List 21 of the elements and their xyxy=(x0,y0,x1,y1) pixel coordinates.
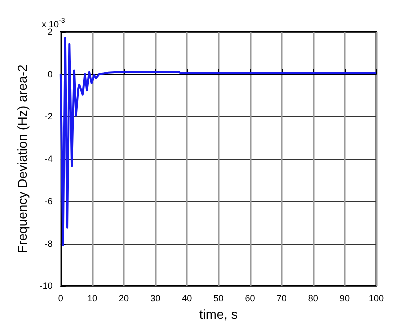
x-tick-label: 20 xyxy=(119,294,130,304)
y-tick-label: -8 xyxy=(44,238,53,249)
x-tick-label: 0 xyxy=(58,294,64,304)
x-tick-label: 70 xyxy=(276,294,287,304)
y-tick-label: -6 xyxy=(44,196,53,206)
x-tick-label: 80 xyxy=(308,294,318,304)
line-series xyxy=(60,37,378,247)
y-tick-label: -4 xyxy=(44,154,53,164)
x-tick-label: 30 xyxy=(150,294,161,304)
y-tick-label: 0 xyxy=(48,69,53,80)
x-tick-label: 100 xyxy=(368,294,384,304)
x-tick-label: 40 xyxy=(182,294,192,304)
x-tick-label: 10 xyxy=(87,294,98,304)
x-tick-label: 90 xyxy=(340,294,350,304)
y-tick-label: -10 xyxy=(40,281,53,292)
x-axis-title: time, s xyxy=(200,307,238,322)
x-tick-label: 60 xyxy=(245,294,256,304)
y-axis-title: Frequency Deviation (Hz) area-2 xyxy=(15,64,30,254)
x-tick-label: 50 xyxy=(214,294,224,304)
y-tick-label: 2 xyxy=(48,27,53,37)
y-tick-label: -2 xyxy=(44,112,53,122)
